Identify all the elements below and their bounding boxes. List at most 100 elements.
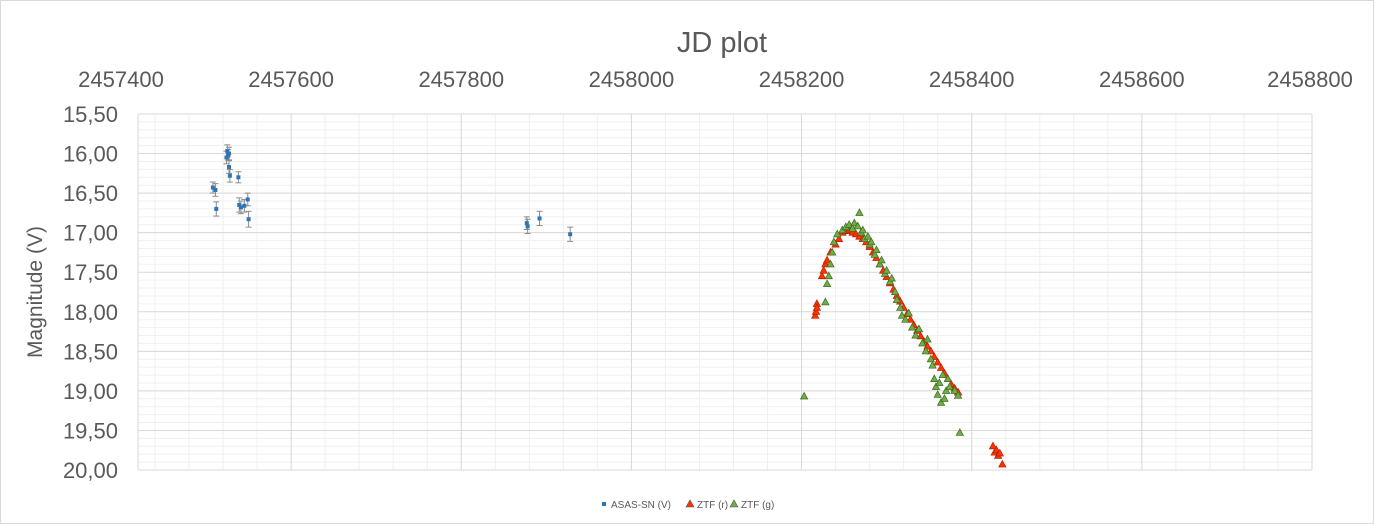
data-point-asas-sn [242, 203, 247, 208]
data-point-ztf-g [875, 259, 885, 268]
data-point-ztf-r [926, 346, 936, 355]
legend-item: ZTF (r) [685, 499, 728, 511]
y-axis-ticks: 15,50 16,00 16,50 17,00 17,50 18,00 18,50 19,00… [63, 102, 118, 483]
x-tick-label: 2458000 [589, 67, 675, 92]
y-tick-label: 18,00 [63, 300, 118, 325]
data-point-ztf-g [896, 303, 905, 311]
legend-label: ZTF (r) [697, 500, 728, 511]
data-point-asas-sn [210, 185, 215, 190]
data-point-ztf-g [935, 378, 944, 386]
data-point-ztf-r [906, 314, 915, 323]
data-point-ztf-r [819, 265, 828, 274]
data-point-ztf-g [911, 330, 920, 339]
data-point-ztf-g [882, 265, 891, 274]
y-tick-label: 19,00 [63, 379, 118, 404]
legend-marker [602, 502, 606, 506]
data-point-ztf-g [824, 271, 833, 280]
legend-item: ASAS-SN (V) [602, 500, 671, 511]
data-point-ztf-g [887, 273, 896, 282]
legend-label: ASAS-SN (V) [611, 500, 671, 511]
data-point-asas-sn [525, 224, 530, 229]
x-tick-label: 2457400 [78, 67, 164, 92]
data-point-ztf-g [870, 250, 879, 258]
data-point-asas-sn [224, 155, 229, 160]
data-point-asas-sn [237, 202, 242, 207]
y-tick-label: 17,00 [63, 221, 118, 246]
x-tick-label: 2458800 [1267, 67, 1353, 92]
y-tick-label: 18,50 [63, 339, 118, 364]
data-point-ztf-g [853, 221, 862, 230]
data-point-asas-sn [238, 205, 243, 210]
data-point-ztf-g [799, 391, 809, 400]
data-point-ztf-g [926, 354, 936, 363]
data-point-ztf-g [921, 346, 930, 355]
legend-marker [685, 499, 695, 508]
data-point-asas-sn [246, 217, 251, 222]
data-point-ztf-g [822, 279, 832, 288]
y-tick-label: 17,50 [63, 260, 118, 285]
data-point-ztf-r [821, 259, 830, 268]
data-point-asas-sn [245, 197, 250, 202]
data-point-ztf-g [943, 374, 953, 382]
y-tick-label: 16,50 [63, 181, 118, 206]
data-point-asas-sn [236, 175, 241, 180]
data-point-asas-sn [537, 216, 542, 221]
data-point-ztf-r [933, 357, 942, 366]
data-point-asas-sn [227, 165, 232, 170]
data-point-ztf-g [931, 382, 941, 390]
data-point-ztf-g [828, 247, 837, 256]
data-point-ztf-g [897, 311, 907, 319]
data-point-ztf-r [812, 303, 822, 311]
data-point-asas-sn [568, 232, 573, 237]
grid [137, 113, 1313, 471]
data-point-ztf-g [907, 322, 917, 331]
legend: ASAS-SN (V) ZTF (r) ZTF (g) [602, 499, 774, 511]
data-point-ztf-r [936, 363, 946, 371]
legend-label: ZTF (g) [741, 500, 774, 511]
data-point-ztf-g [877, 255, 886, 264]
data-point-ztf-r [810, 311, 820, 319]
y-tick-label: 16,00 [63, 142, 118, 167]
data-point-ztf-g [901, 314, 910, 323]
x-tick-label: 2458200 [759, 67, 845, 92]
x-tick-label: 2457600 [248, 67, 334, 92]
x-tick-label: 2458600 [1099, 67, 1185, 92]
data-point-ztf-g [829, 237, 839, 246]
data-point-ztf-g [930, 374, 939, 382]
data-point-ztf-r [811, 307, 821, 315]
x-tick-label: 2458400 [929, 67, 1015, 92]
data-point-asas-sn [214, 206, 219, 211]
data-point-ztf-g [855, 208, 864, 216]
data-point-ztf-g [904, 308, 913, 317]
data-point-ztf-g [821, 297, 830, 306]
data-point-ztf-g [933, 390, 942, 398]
data-point-ztf-g [945, 382, 954, 390]
data-point-ztf-r [998, 459, 1007, 468]
data-point-asas-sn [227, 151, 232, 156]
data-point-ztf-g [850, 218, 859, 227]
data-point-asas-sn [227, 173, 232, 178]
data-point-ztf-g [941, 386, 951, 394]
data-points [210, 149, 1007, 468]
y-axis-label: Magnitude (V) [24, 226, 47, 358]
data-point-ztf-g [938, 370, 947, 379]
x-tick-label: 2457800 [418, 67, 504, 92]
data-point-ztf-r [988, 441, 998, 450]
data-point-ztf-r [834, 234, 844, 242]
data-point-asas-sn [524, 221, 529, 226]
data-point-ztf-r [995, 448, 1004, 457]
x-axis-ticks: 2457400 2457600 2457800 2458000 2458200 24584… [78, 67, 1353, 92]
data-point-ztf-g [918, 338, 927, 347]
chart-title: JD plot [677, 27, 767, 59]
legend-item: ZTF (g) [729, 499, 774, 511]
data-point-ztf-r [822, 255, 832, 264]
data-point-ztf-g [953, 390, 963, 399]
data-point-asas-sn [213, 187, 218, 192]
data-point-ztf-g [890, 287, 900, 295]
data-point-ztf-g [914, 324, 924, 333]
data-point-ztf-r [992, 445, 1001, 454]
data-point-ztf-g [923, 334, 932, 343]
y-tick-label: 20,00 [63, 458, 118, 483]
